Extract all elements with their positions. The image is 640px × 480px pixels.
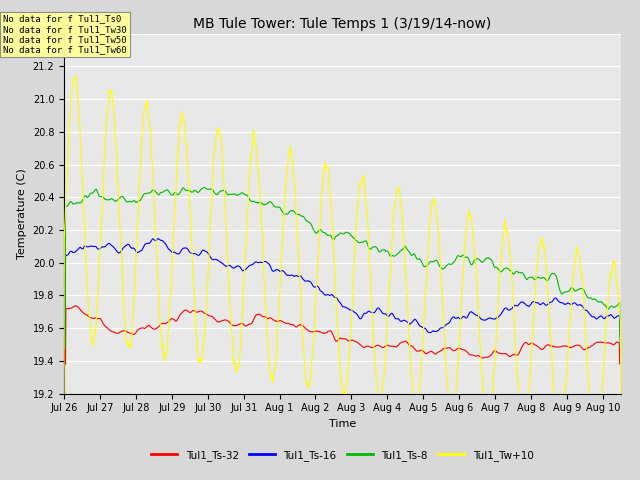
- Title: MB Tule Tower: Tule Temps 1 (3/19/14-now): MB Tule Tower: Tule Temps 1 (3/19/14-now…: [193, 17, 492, 31]
- Text: No data for f Tul1_Ts0
No data for f Tul1_Tw30
No data for f Tul1_Tw50
No data f: No data for f Tul1_Ts0 No data for f Tul…: [3, 14, 127, 55]
- X-axis label: Time: Time: [329, 419, 356, 429]
- Y-axis label: Temperature (C): Temperature (C): [17, 168, 27, 259]
- Legend: Tul1_Ts-32, Tul1_Ts-16, Tul1_Ts-8, Tul1_Tw+10: Tul1_Ts-32, Tul1_Ts-16, Tul1_Ts-8, Tul1_…: [147, 445, 538, 465]
